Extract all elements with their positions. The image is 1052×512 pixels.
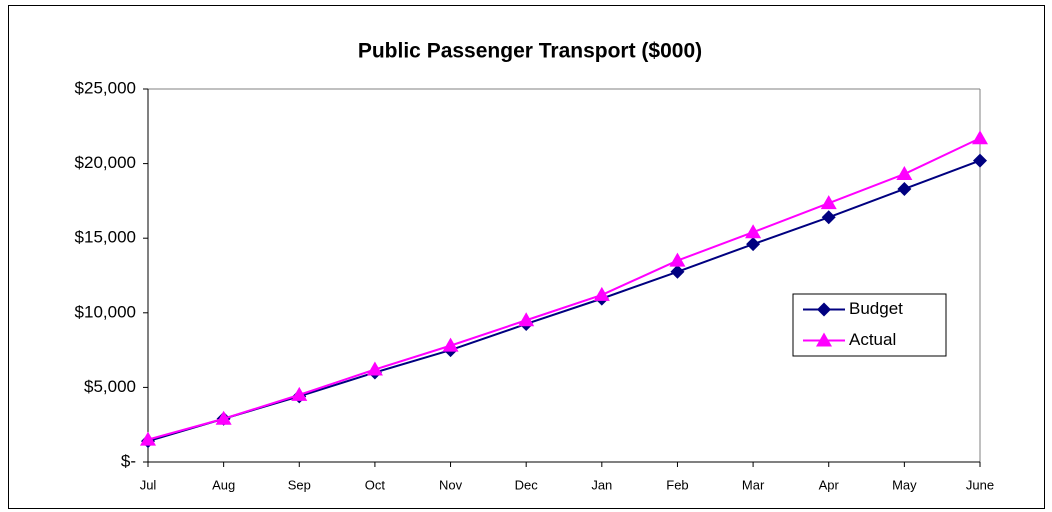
y-tick-label: $-: [121, 451, 136, 470]
marker-triangle: [518, 312, 535, 327]
x-tick-label: May: [892, 477, 917, 492]
marker-triangle: [366, 361, 383, 376]
marker-diamond: [746, 237, 761, 252]
x-tick-label: Feb: [666, 477, 688, 492]
y-tick-label: $5,000: [84, 377, 136, 396]
marker-diamond: [973, 153, 987, 168]
x-tick-label: Aug: [212, 477, 235, 492]
x-tick-label: Apr: [819, 477, 840, 492]
x-tick-label: Nov: [439, 477, 463, 492]
marker-triangle: [442, 337, 459, 352]
legend-label: Budget: [849, 299, 903, 318]
x-tick-label: Mar: [742, 477, 765, 492]
marker-triangle: [816, 332, 832, 347]
series-line: [147, 159, 981, 443]
marker-triangle: [140, 431, 156, 446]
marker-triangle: [215, 410, 232, 425]
marker-diamond: [670, 264, 685, 279]
marker-triangle: [972, 130, 988, 145]
marker-diamond: [817, 302, 831, 317]
marker-triangle: [896, 166, 913, 181]
marker-triangle: [291, 386, 308, 401]
x-tick-label: Dec: [515, 477, 539, 492]
y-tick-label: $15,000: [75, 228, 136, 247]
x-tick-label: Sep: [288, 477, 311, 492]
x-tick-label: June: [966, 477, 994, 492]
x-tick-label: Jan: [591, 477, 612, 492]
marker-triangle: [669, 252, 686, 267]
marker-diamond: [897, 181, 912, 196]
series-line: [147, 137, 981, 441]
y-tick-label: $10,000: [75, 302, 136, 321]
marker-triangle: [820, 195, 837, 210]
x-tick-label: Oct: [365, 477, 386, 492]
chart-title: Public Passenger Transport ($000): [358, 40, 702, 63]
marker-diamond: [821, 210, 836, 225]
y-tick-label: $20,000: [75, 153, 136, 172]
x-tick-label: Jul: [140, 477, 157, 492]
marker-triangle: [593, 286, 610, 301]
y-tick-label: $25,000: [75, 78, 136, 97]
marker-triangle: [745, 224, 762, 239]
legend-label: Actual: [849, 330, 896, 349]
chart-border: [8, 5, 1045, 509]
